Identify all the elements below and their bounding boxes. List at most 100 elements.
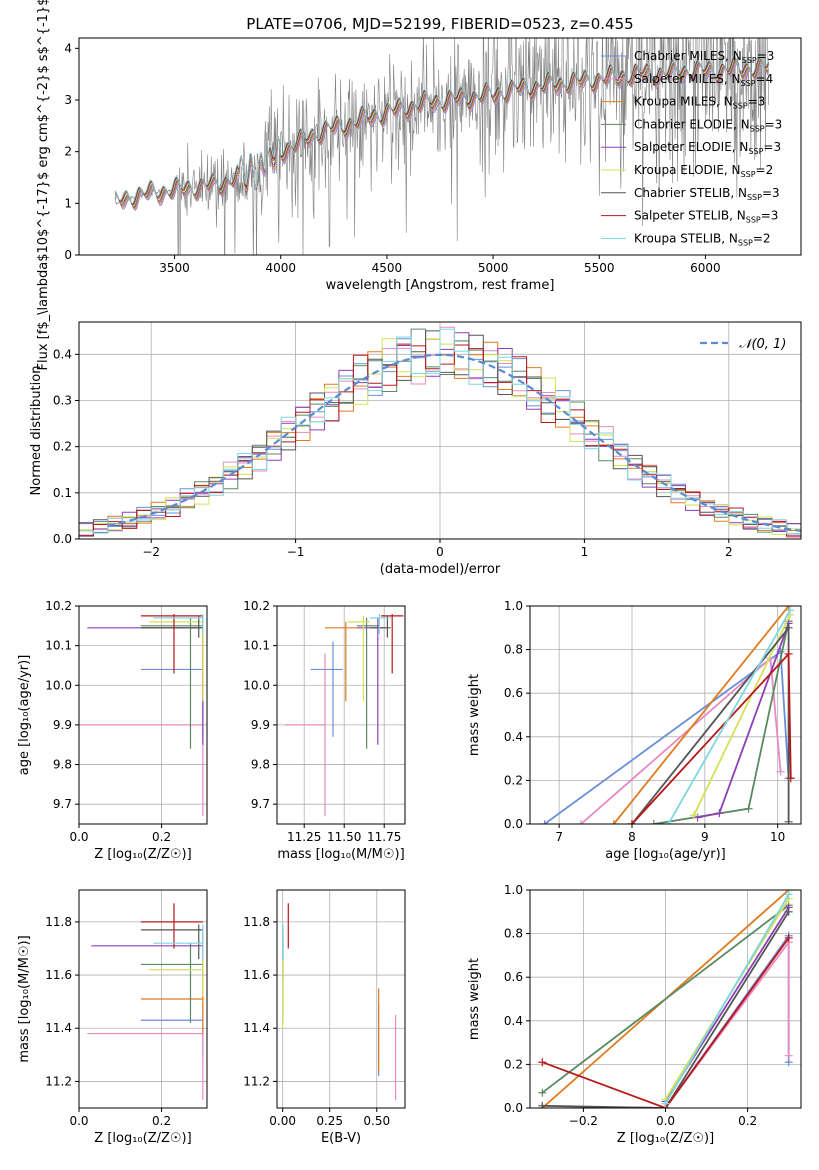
series-marker — [784, 890, 793, 899]
plot-area-spectrum — [79, 38, 801, 255]
y-tick-label: 9.8 — [53, 758, 72, 772]
x-tick-label: 7 — [555, 830, 563, 844]
errorbar-point — [140, 903, 203, 949]
series-line — [631, 625, 790, 824]
errorbar-point — [285, 653, 326, 817]
x-tick-label: 0.2 — [152, 1114, 171, 1128]
legend-entry: Salpeter STELIB, NSSP=3 — [634, 209, 778, 225]
legend-entry: Chabrier STELIB, NSSP=3 — [634, 186, 780, 202]
legend-entry: Chabrier ELODIE, NSSP=3 — [634, 117, 782, 133]
x-tick-label: −1 — [287, 545, 305, 559]
x-tick-label: 11.25 — [287, 830, 321, 844]
y-tick-label: 10.0 — [45, 678, 72, 692]
y-tick-label: 11.2 — [243, 1074, 270, 1088]
series-marker — [784, 606, 793, 610]
x-tick-label: 0 — [436, 545, 444, 559]
x-tick-label: 0.25 — [316, 1114, 343, 1128]
axes-mass_vs_ebv: 0.00 0.25 0.50 11.2 11.4 11.6 11.8 E(B-V) — [243, 889, 406, 1146]
x-axis-label: Z [log₁₀(Z/Z☉)] — [94, 847, 191, 862]
y-tick-label: 9.7 — [251, 797, 270, 811]
series-marker — [538, 1101, 547, 1108]
series-line — [631, 651, 792, 824]
x-axis-label: Z [log₁₀(Z/Z☉)] — [94, 1131, 191, 1146]
y-tick-label: 11.2 — [45, 1074, 72, 1088]
y-tick-label: 4 — [64, 41, 72, 55]
x-tick-label: 10 — [770, 830, 785, 844]
errorbar-point — [140, 617, 203, 749]
y-tick-label: 10.2 — [243, 599, 270, 613]
x-axis-label: (data-model)/error — [380, 562, 501, 577]
x-axis-label: wavelength [Angstrom, rest frame] — [326, 278, 555, 293]
series-marker — [784, 817, 793, 824]
errorbar-point — [310, 641, 343, 737]
y-tick-label: 9.7 — [53, 797, 72, 811]
figure-title: PLATE=0706, MJD=52199, FIBERID=0523, z=0… — [246, 15, 633, 33]
x-tick-label: −2 — [142, 545, 160, 559]
axes-mass_vs_Z: 0.0 0.2 11.2 11.4 11.6 11.8 Z [log₁₀(Z/Z☉)] mas… — [17, 889, 208, 1146]
errorbar-point — [87, 617, 204, 745]
x-tick-label: 0.0 — [656, 1114, 675, 1128]
x-tick-label: 8 — [628, 830, 636, 844]
data-spectrum — [114, 38, 769, 255]
y-tick-label: 11.8 — [243, 915, 270, 929]
plot-area-mass_vs_Z — [79, 890, 207, 1108]
axes-spectrum: 3500 4000 4500 5000 5500 6000 0 1 2 3 4 wavelength … — [36, 0, 802, 370]
x-tick-label: 0.2 — [738, 1114, 757, 1128]
y-tick-label: 10.2 — [45, 599, 72, 613]
y-tick-label: 10.0 — [243, 678, 270, 692]
series-marker — [689, 811, 698, 820]
y-axis-label: age [log₁₀(age/yr)] — [17, 655, 32, 776]
legend-entry: Salpeter MILES, NSSP=4 — [634, 72, 773, 88]
x-tick-label: 4000 — [265, 261, 296, 275]
series-line — [541, 904, 790, 1094]
y-tick-label: 9.8 — [251, 758, 270, 772]
model-spectrum-line — [114, 54, 770, 204]
y-axis-label: Normed distribution — [29, 366, 44, 496]
series-marker — [576, 820, 585, 824]
axes-frame — [276, 605, 406, 825]
plot-area-age_vs_Z — [79, 606, 207, 824]
x-tick-label: 11.75 — [367, 830, 401, 844]
y-tick-label: 1 — [64, 196, 72, 210]
x-tick-label: 4500 — [372, 261, 403, 275]
errorbar-point — [140, 1004, 204, 1058]
y-tick-label: 9.9 — [53, 718, 72, 732]
series-marker — [784, 907, 793, 916]
y-tick-label: 11.4 — [45, 1021, 72, 1035]
plot-area-mass_vs_ebv — [277, 890, 405, 1108]
errorbar-point — [149, 615, 204, 702]
y-tick-label: 0.6 — [504, 686, 523, 700]
x-axis-label: E(B-V) — [321, 1131, 361, 1146]
series-line — [613, 606, 790, 824]
errorbar-point — [140, 621, 204, 702]
y-axis-label: mass [log₁₀(M/M☉)] — [17, 935, 32, 1062]
axes-frame — [78, 889, 208, 1109]
errorbar-point — [91, 932, 204, 981]
series-marker — [784, 933, 793, 942]
axes-frame — [78, 605, 208, 825]
series-marker — [609, 820, 618, 824]
series-marker — [715, 809, 724, 818]
y-tick-label: 11.8 — [45, 915, 72, 929]
y-tick-label: 3 — [64, 93, 72, 107]
y-tick-label: 0.0 — [504, 817, 523, 831]
errorbar-point — [149, 959, 204, 997]
series-marker — [784, 649, 793, 658]
series-marker — [649, 820, 658, 824]
axes-frame — [276, 889, 406, 1109]
errorbar-point — [87, 1032, 204, 1101]
y-tick-label: 10.1 — [243, 639, 270, 653]
x-tick-label: 0.0 — [69, 1114, 88, 1128]
y-tick-label: 11.4 — [243, 1021, 270, 1035]
y-tick-label: 0.2 — [53, 440, 72, 454]
x-axis-label: age [log₁₀(age/yr)] — [605, 847, 726, 862]
y-tick-label: 0.2 — [504, 1057, 523, 1071]
series-marker — [540, 820, 549, 824]
plot-area-massweight_vs_Z — [530, 890, 801, 1108]
series-marker — [627, 820, 636, 824]
series-line — [542, 911, 790, 1108]
errorbar-point — [140, 613, 203, 674]
x-tick-label: 0.00 — [269, 1114, 296, 1128]
errorbar-point — [140, 615, 203, 638]
errorbar-point — [381, 613, 404, 674]
